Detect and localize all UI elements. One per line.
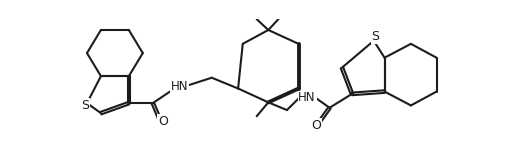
Text: O: O	[158, 115, 168, 128]
Text: S: S	[82, 99, 89, 112]
Text: HN: HN	[298, 91, 316, 104]
Text: HN: HN	[170, 80, 188, 93]
Text: S: S	[372, 30, 379, 43]
Text: O: O	[312, 119, 321, 132]
